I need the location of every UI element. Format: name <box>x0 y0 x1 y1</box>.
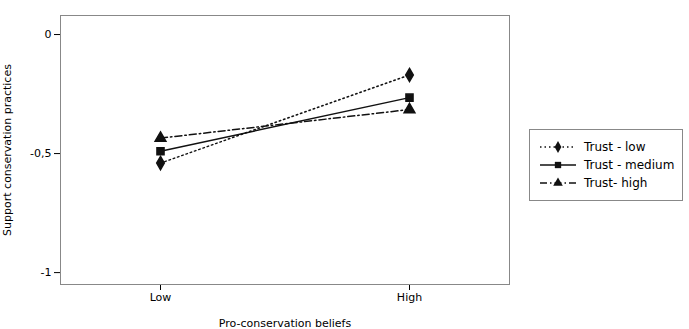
html-text:Trust - low: Trust - low <box>584 139 646 154</box>
svg-text:-0,5: -0,5 <box>30 147 51 160</box>
svg-text:Support conservation practices: Support conservation practices <box>1 64 14 236</box>
svg-text:-1: -1 <box>41 266 52 279</box>
html-text:Trust- high: Trust- high <box>584 175 648 190</box>
svg-text:High: High <box>397 291 422 304</box>
svg-text:0: 0 <box>45 28 52 41</box>
svg-text:Pro-conservation beliefs: Pro-conservation beliefs <box>219 317 352 329</box>
svg-text:Low: Low <box>150 291 172 304</box>
html-text:Trust - medium: Trust - medium <box>584 157 675 172</box>
